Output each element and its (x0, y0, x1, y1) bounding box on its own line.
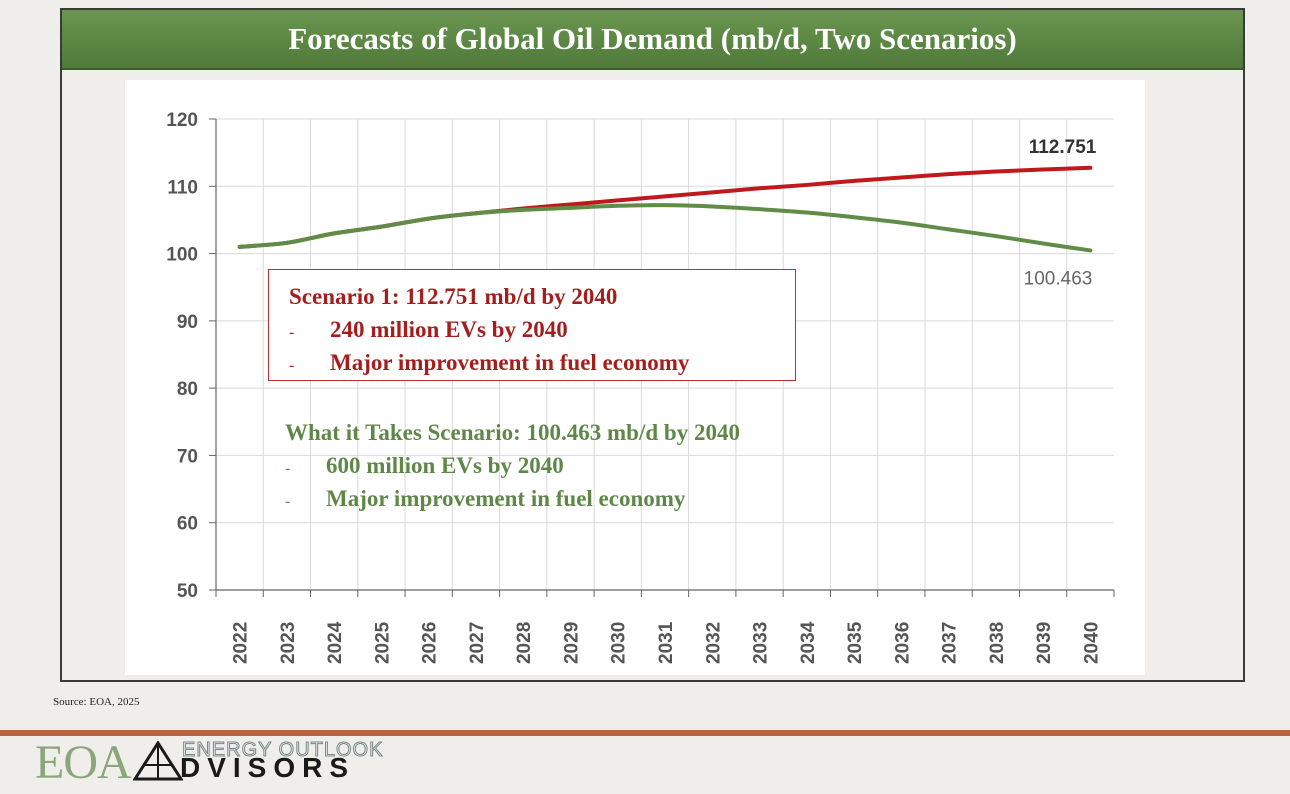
x-tick-label: 2038 (987, 622, 1008, 664)
scenario1-bullet-2-text: Major improvement in fuel economy (330, 350, 690, 375)
scenario1-bullet-2: - Major improvement in fuel economy (289, 346, 795, 379)
y-tick-label: 120 (166, 110, 198, 131)
x-tick-label: 2025 (372, 621, 393, 664)
scenario2-heading: What it Takes Scenario: 100.463 mb/d by … (285, 420, 740, 445)
x-tick-label: 2033 (751, 622, 772, 664)
chart-area: 50 60 70 80 90 100 110 120 2022 2023 2024 2025 2026 2… (125, 80, 1145, 675)
y-tick-label: 110 (167, 177, 198, 198)
scenario2-annotation: What it Takes Scenario: 100.463 mb/d by … (285, 416, 925, 515)
x-tick-label: 2029 (561, 622, 582, 664)
source-note: Source: EOA, 2025 (53, 696, 140, 708)
x-tick-label: 2039 (1034, 622, 1055, 664)
y-tick-label: 70 (177, 446, 198, 467)
x-tick-label: 2022 (231, 622, 252, 664)
scenario2-bullet-2-text: Major improvement in fuel economy (326, 486, 686, 511)
scenario1-heading: Scenario 1: 112.751 mb/d by 2040 (289, 284, 618, 309)
x-tick-label: 2023 (278, 622, 299, 664)
end-label-scenario1: 112.751 (1029, 137, 1097, 158)
scenario2-bullet-1: - 600 million EVs by 2040 (285, 449, 925, 482)
logo-energy-outlook: ENERGY OUTLOOK (181, 739, 384, 762)
bullet-dash: - (285, 493, 291, 510)
x-tick-label: 2036 (892, 622, 913, 664)
scenario2-bullet-1-text: 600 million EVs by 2040 (326, 453, 564, 478)
x-tick-label: 2026 (420, 622, 441, 664)
logo-advisors: DVISORS (180, 752, 356, 783)
x-tick-label: 2032 (703, 622, 724, 664)
logo-triangle-icon (133, 741, 183, 781)
x-tick-label: 2028 (514, 622, 535, 664)
x-tick-label: 2024 (325, 621, 346, 664)
x-tick-label: 2031 (656, 621, 677, 664)
y-tick-label: 50 (177, 581, 198, 602)
bullet-dash: - (285, 460, 291, 477)
y-tick-label: 100 (166, 245, 198, 266)
series-line-scenario1 (237, 165, 1093, 249)
scenario1-bullet-1: - 240 million EVs by 2040 (289, 313, 795, 346)
y-tick-label: 80 (177, 379, 198, 400)
series-line-what-it-takes (237, 203, 1093, 253)
slide-frame: Forecasts of Global Oil Demand (mb/d, Tw… (60, 8, 1245, 682)
y-tick-label: 90 (177, 312, 198, 333)
scenario1-bullet-1-text: 240 million EVs by 2040 (330, 317, 568, 342)
end-label-what-it-takes: 100.463 (1024, 268, 1093, 289)
y-tick-label: 60 (177, 514, 198, 535)
x-tick-label: 2030 (609, 622, 630, 664)
bullet-dash: - (289, 357, 295, 374)
x-tick-label: 2035 (845, 621, 866, 664)
bullet-dash: - (289, 324, 295, 341)
x-tick-label: 2037 (940, 622, 961, 664)
scenario1-annotation-box: Scenario 1: 112.751 mb/d by 2040 - 240 mi… (268, 269, 796, 381)
chart-title: Forecasts of Global Oil Demand (mb/d, Tw… (62, 10, 1243, 70)
x-tick-label: 2040 (1081, 622, 1102, 664)
x-tick-label: 2027 (467, 622, 488, 664)
scenario2-bullet-2: - Major improvement in fuel economy (285, 482, 925, 515)
footer-divider (0, 730, 1290, 736)
x-tick-label: 2034 (798, 621, 819, 664)
logo-mark: EOA (35, 736, 132, 789)
